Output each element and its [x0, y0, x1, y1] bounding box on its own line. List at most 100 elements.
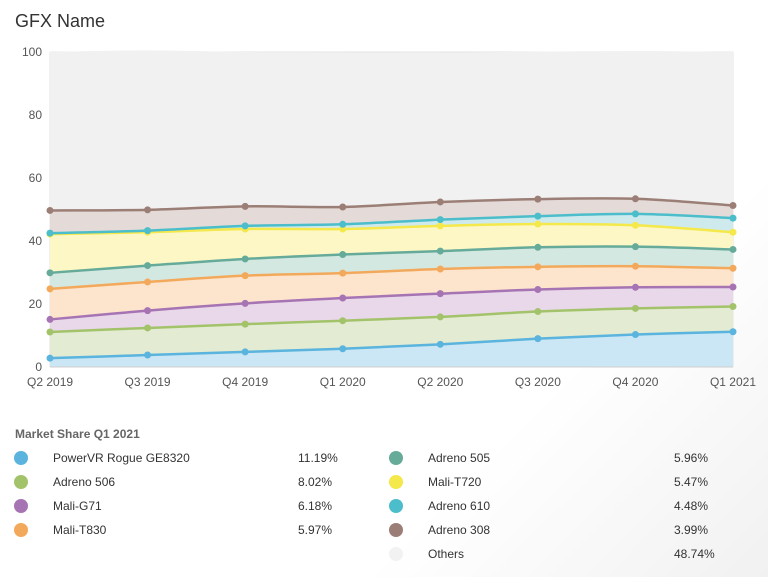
line-mali-t830[interactable]	[49, 264, 734, 291]
point-adreno-505[interactable]	[729, 245, 737, 253]
point-adreno-506[interactable]	[729, 302, 737, 310]
line-mali-t720[interactable]	[49, 222, 734, 236]
legend-item[interactable]: Mali-T720 5.47%	[389, 472, 734, 492]
point-powervr-rogue-ge8320[interactable]	[339, 345, 347, 353]
legend-value: 8.02%	[298, 475, 333, 489]
point-powervr-rogue-ge8320[interactable]	[631, 331, 639, 339]
y-tick-label: 60	[29, 171, 43, 185]
point-adreno-308[interactable]	[241, 202, 249, 210]
point-adreno-308[interactable]	[729, 202, 737, 210]
point-mali-g71[interactable]	[534, 286, 542, 294]
point-adreno-610[interactable]	[144, 227, 152, 235]
line-mali-g71[interactable]	[49, 285, 734, 321]
point-mali-t830[interactable]	[241, 272, 249, 280]
legend-item[interactable]: Mali-G71 6.18%	[14, 496, 358, 516]
point-mali-g71[interactable]	[339, 294, 347, 302]
point-adreno-308[interactable]	[46, 206, 54, 214]
legend-label: Adreno 308	[428, 523, 491, 537]
point-mali-t830[interactable]	[729, 264, 737, 272]
legend-value: 5.47%	[674, 475, 709, 489]
legend-item[interactable]: Adreno 506 8.02%	[14, 472, 358, 492]
point-mali-t830[interactable]	[144, 278, 152, 286]
point-mali-g71[interactable]	[46, 315, 54, 323]
area-powervr-rogue-ge8320	[50, 331, 733, 367]
point-adreno-506[interactable]	[436, 313, 444, 321]
point-mali-t830[interactable]	[339, 269, 347, 277]
point-mali-t720[interactable]	[436, 222, 444, 230]
point-adreno-610[interactable]	[729, 214, 737, 222]
point-mali-t720[interactable]	[631, 221, 639, 229]
point-adreno-506[interactable]	[631, 304, 639, 312]
legend-swatch	[389, 547, 403, 561]
legend-item[interactable]: Adreno 308 3.99%	[389, 520, 734, 540]
point-mali-t830[interactable]	[631, 262, 639, 270]
point-mali-t720[interactable]	[534, 220, 542, 228]
point-powervr-rogue-ge8320[interactable]	[436, 340, 444, 348]
point-mali-g71[interactable]	[631, 283, 639, 291]
stacked-area-chart[interactable]: 0 20 40 60 80 100 Q2 2019 Q3 2019 Q4 2019 Q1 2020…	[0, 0, 768, 400]
point-adreno-506[interactable]	[534, 308, 542, 316]
legend-label: Mali-G71	[53, 499, 102, 513]
point-mali-g71[interactable]	[729, 283, 737, 291]
point-adreno-505[interactable]	[631, 243, 639, 251]
point-adreno-506[interactable]	[46, 328, 54, 336]
point-adreno-308[interactable]	[144, 206, 152, 214]
point-powervr-rogue-ge8320[interactable]	[46, 354, 54, 362]
point-adreno-308[interactable]	[436, 198, 444, 206]
point-adreno-610[interactable]	[534, 212, 542, 220]
point-powervr-rogue-ge8320[interactable]	[144, 351, 152, 359]
point-adreno-505[interactable]	[241, 255, 249, 263]
legend-item[interactable]: Others 48.74%	[389, 544, 734, 564]
point-mali-t720[interactable]	[729, 228, 737, 236]
line-adreno-506[interactable]	[49, 305, 734, 334]
legend-item[interactable]: Adreno 505 5.96%	[389, 448, 734, 468]
line-adreno-610[interactable]	[49, 212, 734, 235]
line-adreno-505[interactable]	[49, 245, 734, 275]
point-powervr-rogue-ge8320[interactable]	[534, 335, 542, 343]
point-adreno-505[interactable]	[534, 243, 542, 251]
point-mali-t830[interactable]	[534, 263, 542, 271]
point-adreno-610[interactable]	[631, 210, 639, 218]
point-adreno-308[interactable]	[631, 195, 639, 203]
legend-item[interactable]: PowerVR Rogue GE8320 11.19%	[14, 448, 358, 468]
line-powervr-rogue-ge8320[interactable]	[49, 330, 734, 360]
point-adreno-610[interactable]	[241, 222, 249, 230]
legend-label: Adreno 610	[428, 499, 491, 513]
point-mali-t830[interactable]	[436, 265, 444, 273]
point-adreno-506[interactable]	[339, 317, 347, 325]
point-mali-g71[interactable]	[144, 307, 152, 315]
legend-value: 4.48%	[674, 499, 709, 513]
point-adreno-506[interactable]	[241, 320, 249, 328]
point-powervr-rogue-ge8320[interactable]	[241, 348, 249, 356]
legend-item[interactable]: Mali-T830 5.97%	[14, 520, 358, 540]
y-tick-label: 0	[35, 360, 42, 374]
point-adreno-505[interactable]	[339, 251, 347, 259]
point-powervr-rogue-ge8320[interactable]	[729, 328, 737, 336]
point-adreno-308[interactable]	[534, 195, 542, 203]
point-adreno-308[interactable]	[339, 203, 347, 211]
point-adreno-610[interactable]	[436, 216, 444, 224]
point-adreno-505[interactable]	[144, 262, 152, 270]
x-tick-label: Q3 2019	[125, 375, 171, 389]
legend-swatch	[389, 523, 403, 537]
x-tick-label: Q2 2019	[27, 375, 73, 389]
point-mali-g71[interactable]	[436, 290, 444, 298]
point-adreno-610[interactable]	[46, 229, 54, 237]
legend-label: Others	[428, 547, 465, 561]
legend-swatch	[14, 499, 28, 513]
legend-item[interactable]: Adreno 610 4.48%	[389, 496, 734, 516]
point-mali-t830[interactable]	[46, 285, 54, 293]
point-adreno-610[interactable]	[339, 220, 347, 228]
legend-swatch	[389, 451, 403, 465]
chart-title: GFX Name	[15, 11, 106, 31]
line-adreno-308[interactable]	[49, 197, 734, 212]
legend-value: 5.97%	[298, 523, 333, 537]
y-tick-label: 40	[29, 234, 43, 248]
point-adreno-505[interactable]	[436, 247, 444, 255]
point-adreno-505[interactable]	[46, 269, 54, 277]
area-adreno-505	[50, 246, 733, 289]
point-mali-g71[interactable]	[241, 299, 249, 307]
area-adreno-506	[50, 306, 733, 359]
legend-value: 6.18%	[298, 499, 333, 513]
point-adreno-506[interactable]	[144, 324, 152, 332]
